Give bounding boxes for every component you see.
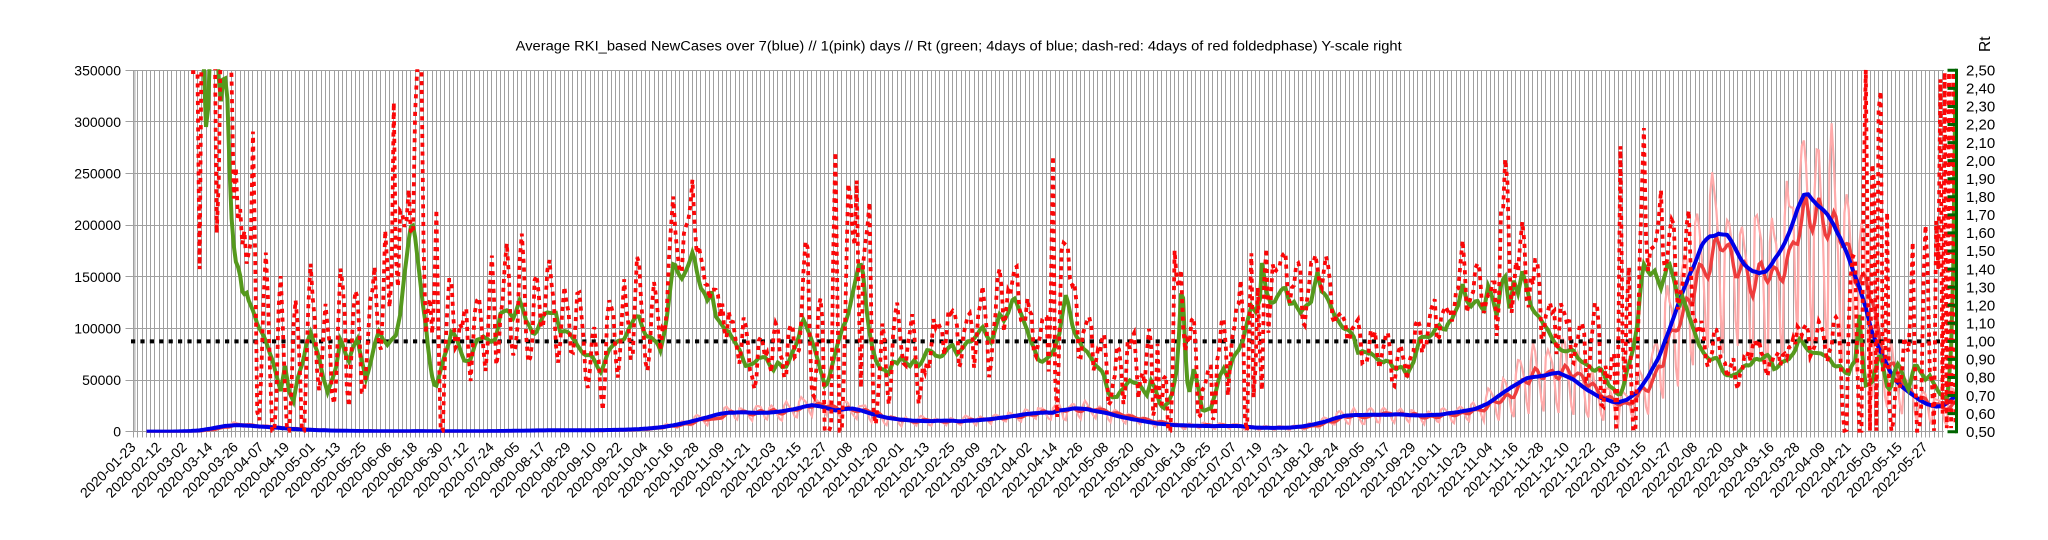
svg-text:1,80: 1,80 xyxy=(1966,189,1995,206)
svg-text:1,70: 1,70 xyxy=(1966,207,1995,224)
svg-text:100000: 100000 xyxy=(74,320,121,336)
svg-text:1,40: 1,40 xyxy=(1966,261,1995,278)
svg-text:250000: 250000 xyxy=(74,166,121,182)
svg-text:2,10: 2,10 xyxy=(1966,135,1995,152)
svg-text:0,70: 0,70 xyxy=(1966,388,1995,405)
svg-text:0,80: 0,80 xyxy=(1966,370,1995,387)
svg-text:1,90: 1,90 xyxy=(1966,171,1995,188)
svg-text:1,60: 1,60 xyxy=(1966,225,1995,242)
svg-text:Rt: Rt xyxy=(1977,36,1994,52)
svg-text:150000: 150000 xyxy=(74,269,121,285)
svg-text:50000: 50000 xyxy=(82,372,121,388)
svg-text:1,00: 1,00 xyxy=(1966,334,1995,351)
svg-text:0,50: 0,50 xyxy=(1966,424,1995,441)
svg-text:0,60: 0,60 xyxy=(1966,406,1995,423)
svg-text:350000: 350000 xyxy=(74,62,121,78)
svg-text:2,00: 2,00 xyxy=(1966,153,1995,170)
svg-text:1,20: 1,20 xyxy=(1966,297,1995,314)
svg-text:1,30: 1,30 xyxy=(1966,279,1995,296)
svg-text:2,50: 2,50 xyxy=(1966,63,1995,80)
svg-text:0: 0 xyxy=(113,424,121,440)
svg-text:1,50: 1,50 xyxy=(1966,243,1995,260)
svg-text:200000: 200000 xyxy=(74,217,121,233)
svg-text:1,10: 1,10 xyxy=(1966,316,1995,333)
svg-text:2,40: 2,40 xyxy=(1966,81,1995,98)
svg-text:2,30: 2,30 xyxy=(1966,99,1995,116)
svg-text:2,20: 2,20 xyxy=(1966,117,1995,134)
svg-text:300000: 300000 xyxy=(74,114,121,130)
svg-text:0,90: 0,90 xyxy=(1966,352,1995,369)
svg-text:Average RKI_based NewCases ove: Average RKI_based NewCases over 7(blue) … xyxy=(516,39,1402,55)
